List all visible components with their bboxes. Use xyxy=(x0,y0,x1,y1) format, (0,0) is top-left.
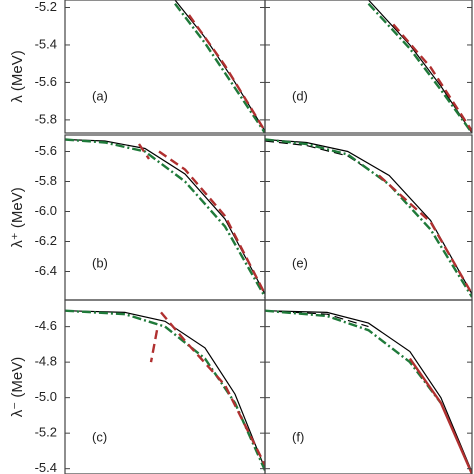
y-tick-label: -6.4 xyxy=(35,263,57,278)
frame xyxy=(264,299,473,474)
curve xyxy=(265,309,442,404)
curve xyxy=(65,138,265,298)
panel-label: (a) xyxy=(92,88,108,103)
panel-label: (b) xyxy=(92,255,108,270)
y-tick-label: -5.6 xyxy=(35,143,57,158)
curve xyxy=(65,138,265,295)
y-tick-label: -6.2 xyxy=(35,233,57,248)
y-tick-label: -6.0 xyxy=(35,203,57,218)
frame xyxy=(264,0,473,134)
y-tick-label: -5.8 xyxy=(35,111,57,126)
y-axis-title: λ (MeV) xyxy=(9,50,26,103)
panel xyxy=(65,309,265,471)
y-tick-label: -4.6 xyxy=(35,318,57,333)
frame xyxy=(64,0,266,134)
curve xyxy=(174,0,265,132)
y-axis-title: λ⁺ (MeV) xyxy=(9,187,26,247)
curve xyxy=(392,23,472,132)
panel xyxy=(65,138,265,298)
curve xyxy=(408,357,472,474)
panel xyxy=(367,0,472,133)
y-tick-label: -5.4 xyxy=(35,36,57,51)
curve xyxy=(265,138,472,295)
y-tick-label: -5.2 xyxy=(35,0,57,14)
panel-label: (f) xyxy=(292,429,304,444)
frame xyxy=(64,299,266,474)
curve xyxy=(138,143,265,295)
curve xyxy=(265,310,472,473)
curve xyxy=(265,140,369,171)
y-tick-label: -5.2 xyxy=(35,425,57,440)
frame xyxy=(64,134,266,301)
y-tick-label: -5.8 xyxy=(35,173,57,188)
panel-label: (d) xyxy=(292,88,308,103)
curve xyxy=(265,138,472,298)
y-axis-title: λ⁻ (MeV) xyxy=(9,357,26,417)
panel-label: (e) xyxy=(292,255,308,270)
panel xyxy=(265,138,472,298)
frame xyxy=(264,134,473,301)
curve xyxy=(367,2,472,133)
curve xyxy=(65,309,265,471)
curve xyxy=(174,2,265,133)
panel xyxy=(174,0,265,133)
y-tick-label: -5.0 xyxy=(35,389,57,404)
panel-label: (c) xyxy=(92,429,107,444)
panel xyxy=(265,309,472,474)
y-tick-label: -5.6 xyxy=(35,74,57,89)
y-tick-label: -4.8 xyxy=(35,354,57,369)
y-tick-label: -5.4 xyxy=(35,460,57,474)
curve xyxy=(188,14,265,132)
curve xyxy=(149,311,265,466)
curve xyxy=(65,310,265,469)
